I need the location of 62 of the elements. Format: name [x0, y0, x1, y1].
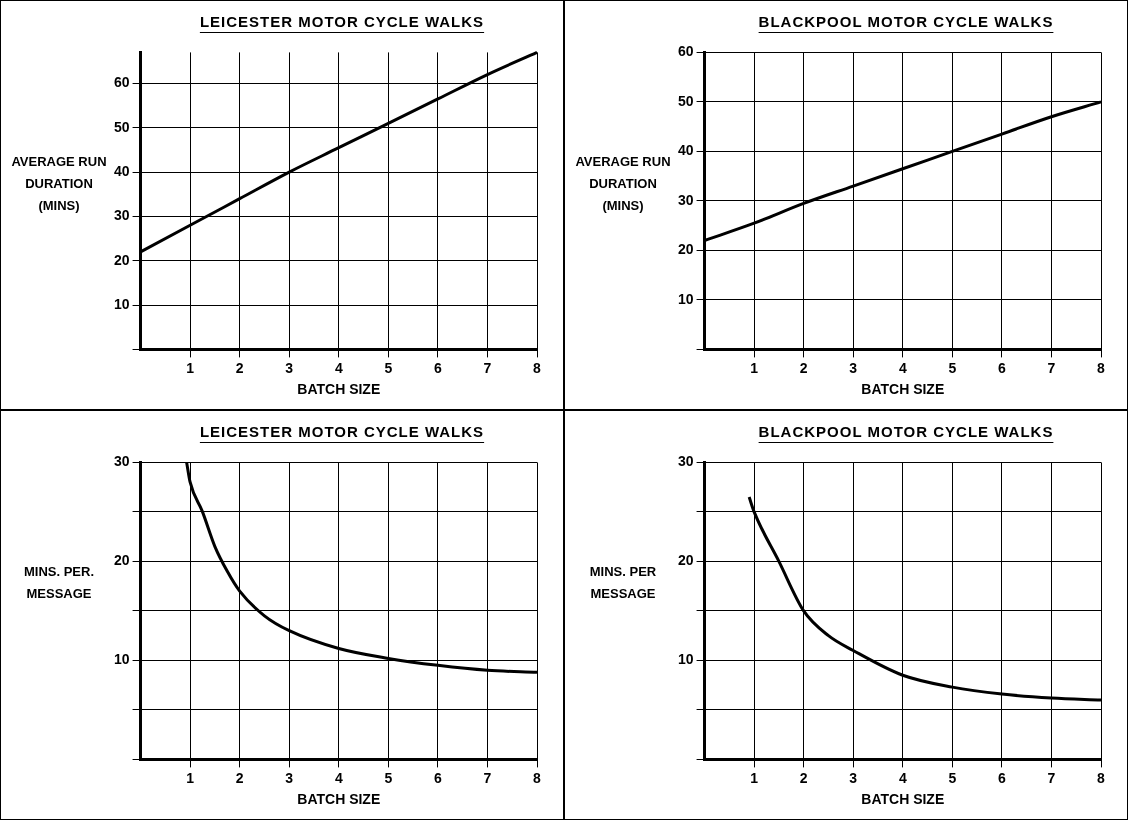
- x-axis-title: BATCH SIZE: [297, 381, 381, 398]
- x-tick-label: 4: [334, 359, 343, 376]
- y-tick-label: 30: [677, 453, 694, 470]
- x-axis-title: BATCH SIZE: [297, 791, 381, 808]
- x-axis-title: BATCH SIZE: [861, 791, 945, 808]
- y-tick-label: 20: [113, 552, 130, 569]
- x-tick-label: 8: [533, 769, 542, 786]
- y-axis-title: AVERAGE RUN DURATION (MINS): [10, 153, 108, 215]
- x-tick-label: 7: [1047, 769, 1056, 786]
- x-tick-label: 6: [997, 769, 1006, 786]
- x-tick-label: 8: [533, 359, 542, 376]
- chart-title: BLACKPOOL MOTOR CYCLE WALKS: [758, 423, 1054, 440]
- x-tick-label: 3: [285, 769, 294, 786]
- chart-title: LEICESTER MOTOR CYCLE WALKS: [199, 423, 485, 440]
- y-tick-label: 10: [677, 290, 694, 307]
- x-tick-label: 4: [898, 769, 907, 786]
- y-axis-title: MINS. PER MESSAGE: [588, 563, 658, 603]
- x-tick-label: 4: [334, 769, 343, 786]
- y-tick-label: 20: [113, 251, 130, 268]
- x-tick-label: 5: [384, 769, 393, 786]
- chart-title: LEICESTER MOTOR CYCLE WALKS: [199, 13, 485, 30]
- x-tick-label: 6: [433, 769, 442, 786]
- x-tick-label: 2: [235, 359, 244, 376]
- x-tick-label: 6: [433, 359, 442, 376]
- y-tick-label: 20: [677, 552, 694, 569]
- y-tick-label: 60: [677, 43, 694, 60]
- x-tick-label: 7: [483, 359, 492, 376]
- y-tick-label: 10: [677, 651, 694, 668]
- y-tick-label: 10: [113, 295, 130, 312]
- chart-title: BLACKPOOL MOTOR CYCLE WALKS: [758, 13, 1054, 30]
- x-tick-label: 2: [799, 769, 808, 786]
- x-axis-title: BATCH SIZE: [861, 381, 945, 398]
- x-tick-label: 8: [1097, 769, 1106, 786]
- x-tick-label: 4: [898, 359, 907, 376]
- y-tick-label: 40: [113, 162, 130, 179]
- y-tick-label: 30: [113, 453, 130, 470]
- y-tick-label: 40: [677, 142, 694, 159]
- x-tick-label: 1: [750, 769, 759, 786]
- x-tick-label: 5: [948, 769, 957, 786]
- x-tick-label: 8: [1097, 359, 1106, 376]
- x-tick-label: 5: [948, 359, 957, 376]
- y-tick-label: 50: [113, 118, 130, 135]
- y-tick-label: 10: [113, 651, 130, 668]
- y-tick-label: 30: [113, 207, 130, 224]
- x-tick-label: 7: [1047, 359, 1056, 376]
- x-tick-label: 1: [186, 359, 195, 376]
- x-tick-label: 2: [235, 769, 244, 786]
- x-tick-label: 3: [849, 359, 858, 376]
- y-tick-label: 50: [677, 92, 694, 109]
- y-axis-title: AVERAGE RUN DURATION (MINS): [574, 153, 672, 215]
- x-tick-label: 7: [483, 769, 492, 786]
- x-tick-label: 6: [997, 359, 1006, 376]
- x-tick-label: 1: [750, 359, 759, 376]
- y-axis-title: MINS. PER. MESSAGE: [22, 563, 96, 603]
- x-tick-label: 3: [849, 769, 858, 786]
- x-tick-label: 2: [799, 359, 808, 376]
- y-tick-label: 30: [677, 191, 694, 208]
- y-tick-label: 60: [113, 74, 130, 91]
- x-tick-label: 3: [285, 359, 294, 376]
- y-tick-label: 20: [677, 241, 694, 258]
- x-tick-label: 5: [384, 359, 393, 376]
- x-tick-label: 1: [186, 769, 195, 786]
